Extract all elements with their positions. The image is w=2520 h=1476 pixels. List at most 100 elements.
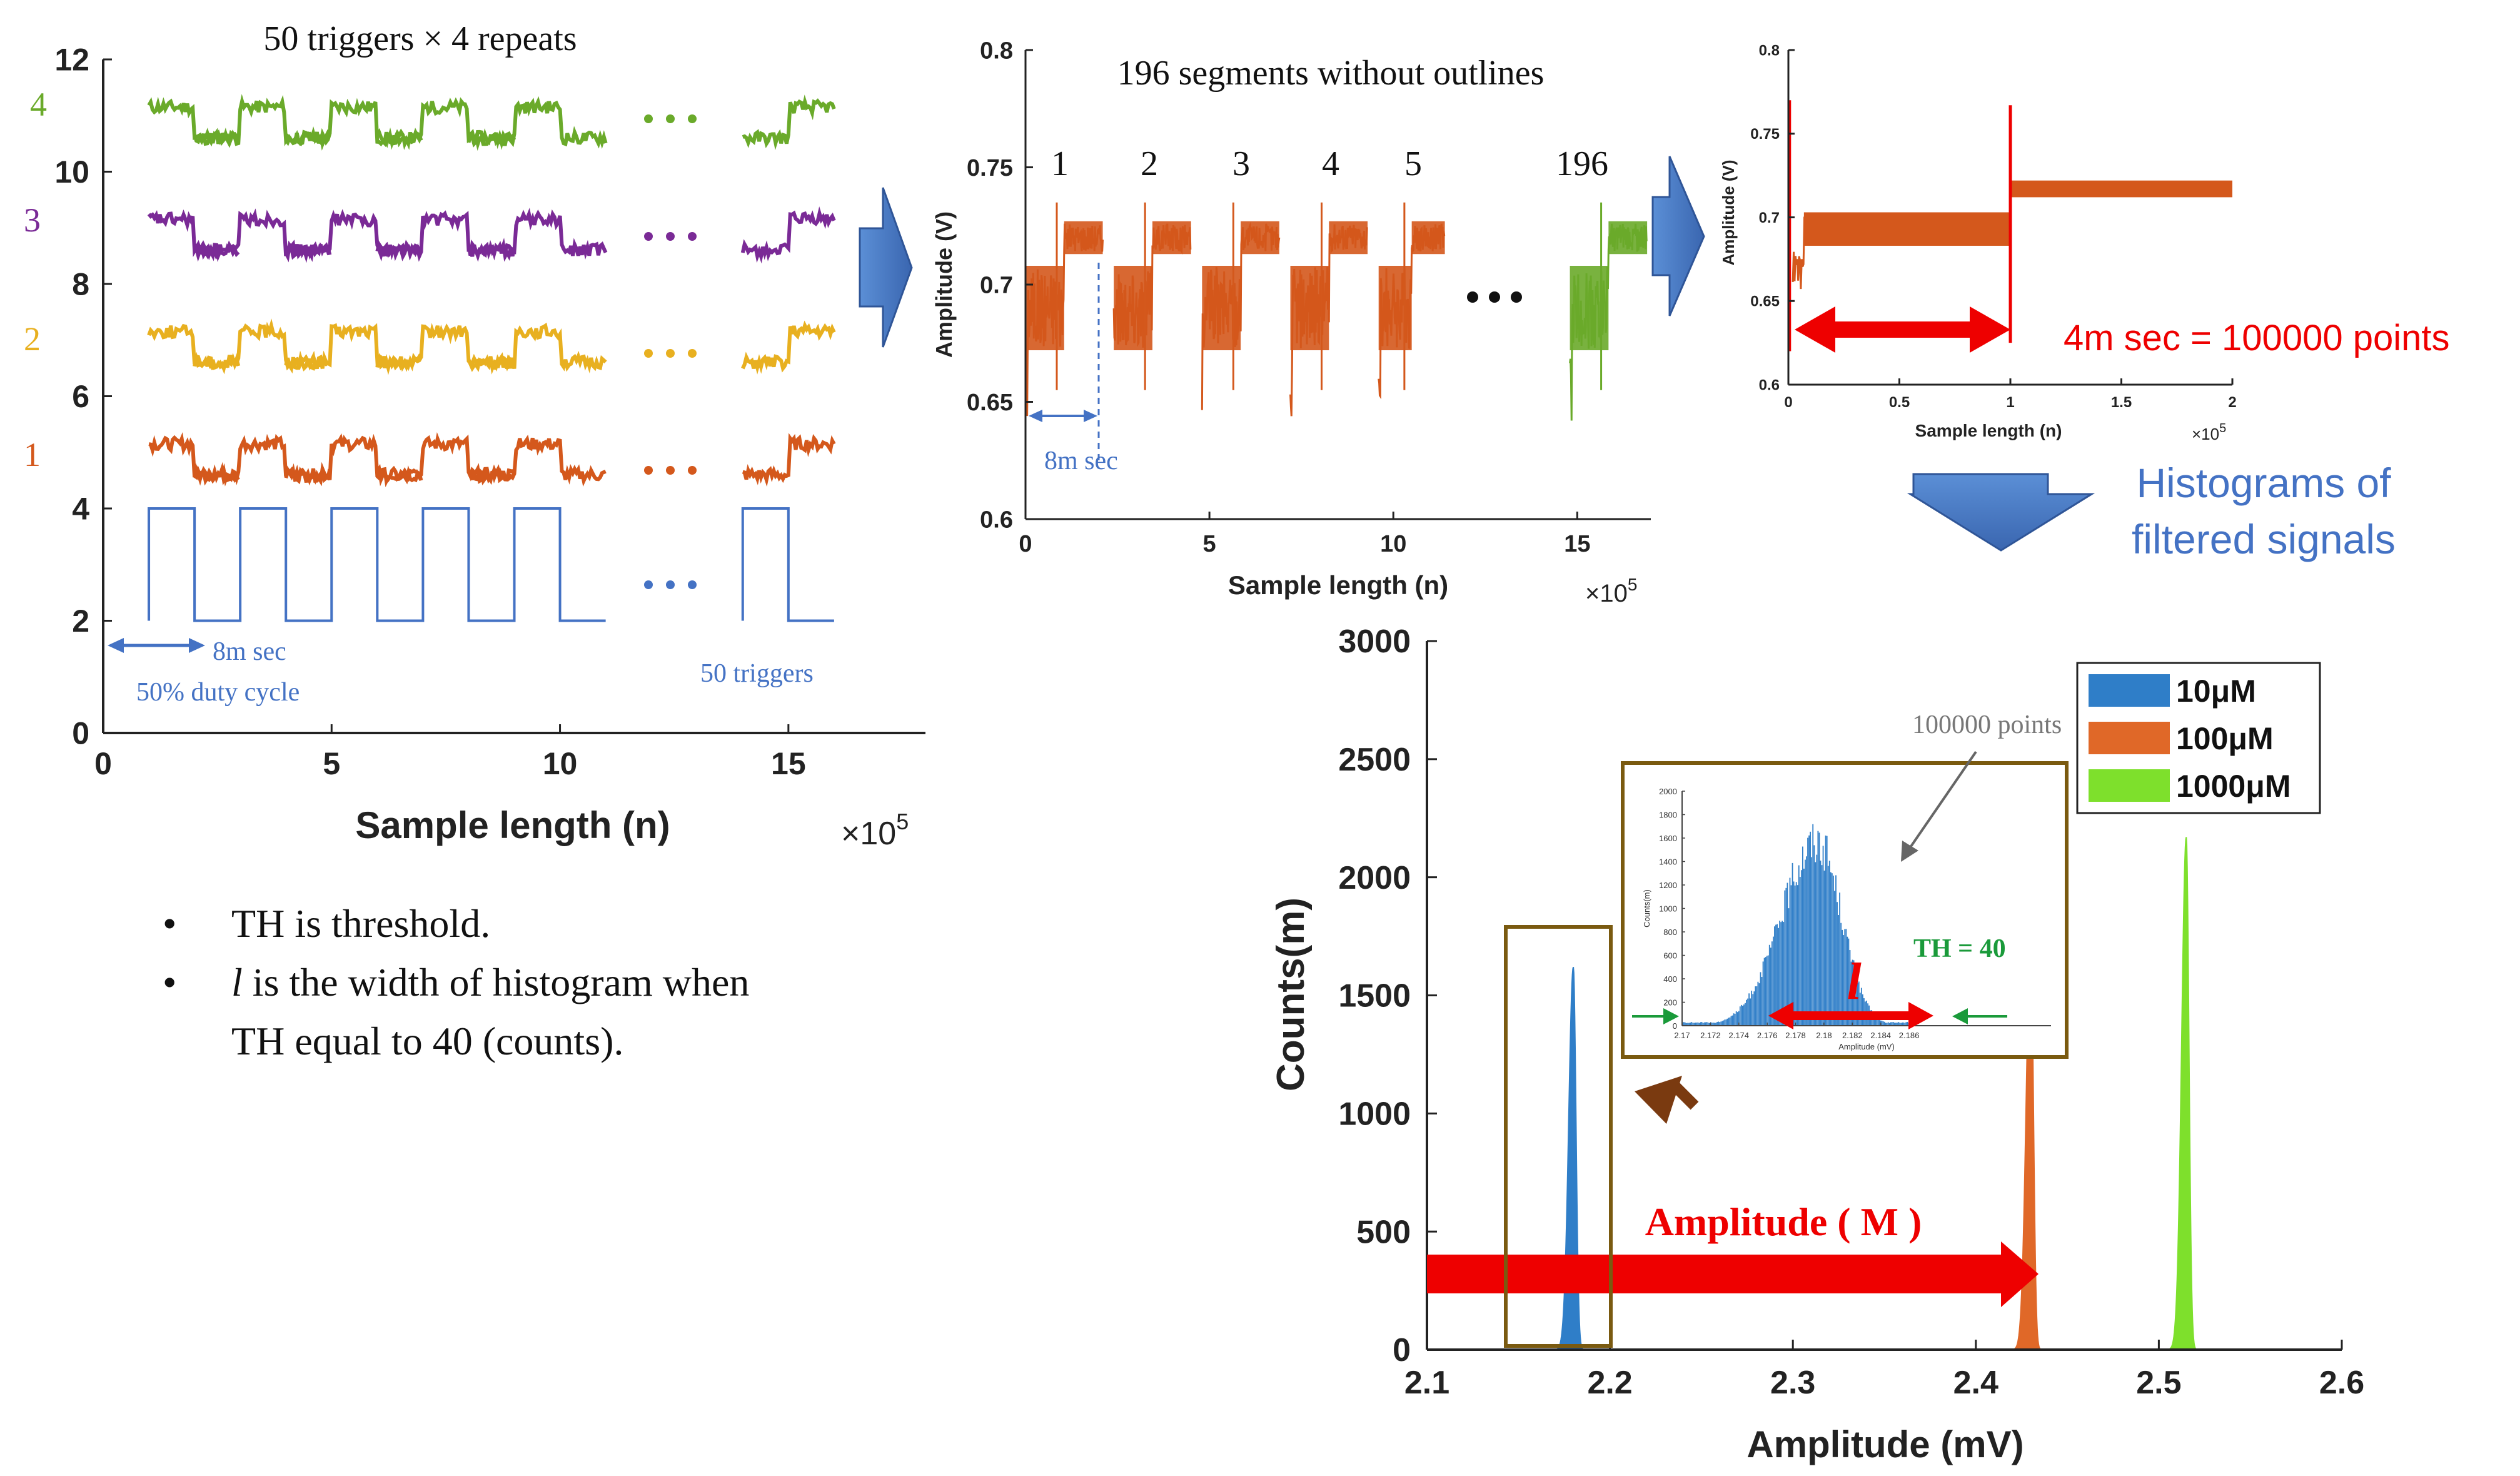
legend-label: 10μM <box>2176 674 2256 709</box>
inset-width-symbol: l <box>1847 953 1862 1011</box>
inset-bar <box>1850 961 1852 1026</box>
ellipsis-dots-icon <box>644 114 697 589</box>
inset-bar <box>1860 988 1862 1026</box>
panel4-ylabel: Counts(m) <box>1269 897 1313 1091</box>
inset-bar <box>1785 887 1787 1026</box>
inset-bar <box>1706 1022 1708 1026</box>
segment-low-band <box>1114 266 1152 350</box>
legend-label: 100μM <box>2176 721 2274 756</box>
inset-bar <box>1797 885 1798 1026</box>
period-label: 8m sec <box>213 637 286 666</box>
inset-bar <box>1878 1018 1880 1026</box>
inset-x-tick-label: 2.186 <box>1899 1031 1920 1040</box>
inset-bar <box>1768 944 1770 1026</box>
series-number-2: 2 <box>24 320 41 358</box>
inset-bar <box>1887 1022 1889 1026</box>
inset-bar <box>1765 957 1767 1026</box>
inset-bar <box>1771 941 1773 1026</box>
inset-x-tick-label: 2.18 <box>1816 1031 1832 1040</box>
inset-bar <box>1743 1004 1745 1026</box>
inset-bar <box>1895 1023 1897 1026</box>
inset-y-tick-label: 600 <box>1663 951 1677 961</box>
inset-bar <box>1720 1021 1722 1026</box>
inset-bar <box>1690 1022 1691 1026</box>
inset-y-tick-label: 800 <box>1663 928 1677 937</box>
panel3-ylabel: Amplitude (V) <box>1719 160 1738 266</box>
inset-bar <box>1821 865 1823 1026</box>
y-tick-label: 8 <box>72 267 89 302</box>
panel2-ylabel: Amplitude (V) <box>931 211 957 358</box>
double-headed-arrow-icon <box>1029 410 1097 422</box>
signal-series-4 <box>466 96 608 151</box>
y-tick-label: 6 <box>72 379 89 414</box>
inset-bar <box>1847 936 1848 1026</box>
double-headed-arrow-icon <box>1795 306 2010 353</box>
segment-low-band <box>1290 266 1329 350</box>
peak-highlight-box <box>1504 925 1613 1348</box>
inset-bar <box>1741 1006 1743 1026</box>
y-tick-label: 0.8 <box>1759 42 1780 59</box>
inset-bar <box>1827 866 1829 1026</box>
inset-bar <box>1802 846 1803 1026</box>
inset-bar <box>1882 1021 1884 1026</box>
inset-bar <box>1806 856 1807 1026</box>
inset-bar <box>1713 1023 1714 1026</box>
panel2-signal-lines <box>1024 202 1648 421</box>
x-tick-label: 0 <box>1019 531 1032 557</box>
y-tick-label: 12 <box>54 43 89 78</box>
inset-bar <box>1894 1023 1895 1026</box>
inset-bar <box>1892 1022 1894 1026</box>
notes-block: • TH is threshold. • l is the width of h… <box>156 894 969 1071</box>
series-number-4: 4 <box>30 86 47 123</box>
inset-ylabel: Counts(m) <box>1642 889 1651 928</box>
segment-high-band <box>1152 221 1191 255</box>
y-tick-label: 0.6 <box>980 507 1013 533</box>
panel2-period-label: 8m sec <box>1044 447 1118 475</box>
inset-y-tick-label: 1200 <box>1659 881 1677 890</box>
inset-y-tick-label: 0 <box>1673 1021 1677 1031</box>
inset-bar <box>1844 929 1846 1026</box>
inset-bar <box>1811 857 1813 1026</box>
inset-bar <box>1760 972 1761 1026</box>
signal-series-3 <box>740 206 836 264</box>
inset-bar <box>1784 890 1786 1026</box>
inset-bar <box>1755 986 1756 1026</box>
inset-bar <box>1886 1023 1888 1026</box>
inset-bar <box>1721 1021 1723 1026</box>
inset-bar <box>1757 981 1759 1026</box>
note-line3: TH equal to 40 (counts). <box>231 1019 624 1063</box>
inset-bar <box>1726 1018 1728 1026</box>
panel1-series-number-labels: 4 3 2 1 <box>24 86 47 473</box>
panel1-signal-lines <box>147 94 836 622</box>
inset-bar <box>1711 1023 1713 1026</box>
panel4-ticks: 2.1 2.2 2.3 2.4 2.5 2.60500100015002000250030… <box>1338 624 2364 1401</box>
inset-bar <box>1789 877 1791 1026</box>
y-tick-label: 4 <box>72 492 89 527</box>
trigger-square-wave <box>286 507 423 622</box>
inset-bar <box>1904 1023 1906 1026</box>
x-tick-label: 10 <box>543 746 578 781</box>
down-block-arrow-icon <box>1907 473 2095 552</box>
inset-bar <box>1858 981 1860 1026</box>
inset-bar <box>1683 1022 1685 1026</box>
inset-points-pointer <box>1906 751 1977 853</box>
panel1-xlabel: Sample length (n) <box>355 804 670 846</box>
inset-bar <box>1885 1023 1887 1026</box>
triggers-label: 50 triggers <box>700 659 814 688</box>
inset-bar <box>1718 1021 1719 1026</box>
histograms-note-line1: Histograms of <box>2136 460 2391 506</box>
panel4-xlabel: Amplitude (mV) <box>1746 1423 2024 1465</box>
inset-bar <box>1735 1011 1737 1026</box>
inset-bar <box>1825 835 1827 1026</box>
panel2-ticks: 0 5 10 150.60.650.70.750.8 <box>967 38 1590 557</box>
inset-bar <box>1788 908 1790 1026</box>
note-width-symbol: l <box>231 960 243 1004</box>
inset-bar <box>1723 1020 1725 1026</box>
signal-series-1 <box>284 433 423 488</box>
series-number-3: 3 <box>24 201 41 239</box>
inset-bar <box>1767 955 1769 1026</box>
inset-x-tick-label: 2.172 <box>1700 1031 1721 1040</box>
inset-bar <box>1736 1012 1738 1026</box>
inset-bar <box>1835 875 1837 1026</box>
y-tick-label: 0.65 <box>967 390 1013 416</box>
